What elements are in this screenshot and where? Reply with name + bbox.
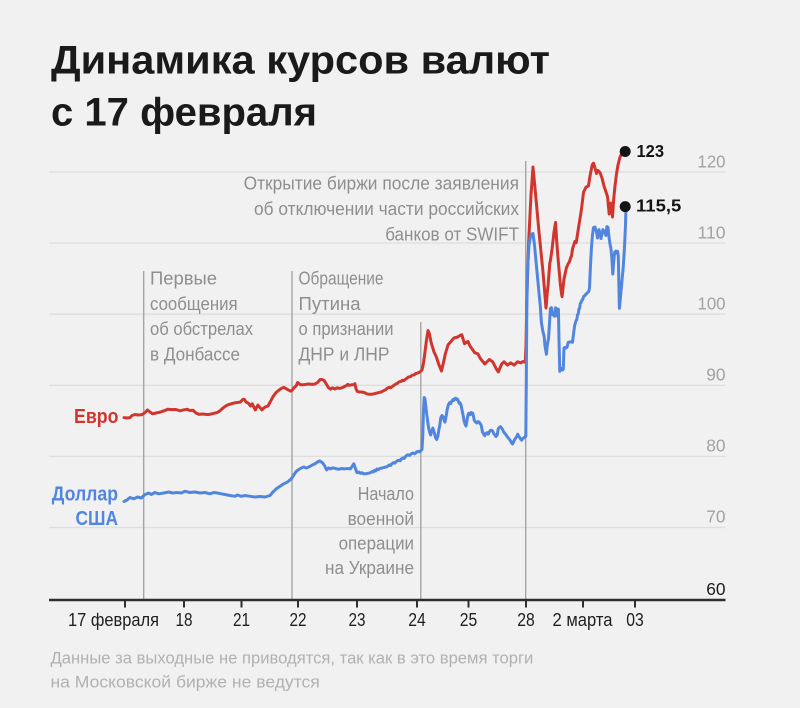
svg-text:на Московской бирже не ведутся: на Московской бирже не ведутся bbox=[51, 673, 320, 692]
svg-text:100: 100 bbox=[698, 293, 726, 313]
svg-text:110: 110 bbox=[698, 222, 726, 242]
svg-text:Данные за выходные не приводят: Данные за выходные не приводятся, так ка… bbox=[51, 649, 534, 668]
svg-text:03: 03 bbox=[626, 610, 644, 630]
svg-text:70: 70 bbox=[706, 507, 726, 527]
svg-text:в Донбассе: в Донбассе bbox=[150, 344, 240, 364]
svg-text:17 февраля: 17 февраля bbox=[68, 610, 159, 630]
svg-text:Обращение: Обращение bbox=[299, 269, 384, 289]
svg-text:операции: операции bbox=[339, 533, 414, 553]
svg-text:Доллар: Доллар bbox=[52, 484, 118, 506]
svg-text:военной: военной bbox=[348, 509, 414, 529]
svg-text:на Украине: на Украине bbox=[325, 558, 414, 578]
svg-text:24: 24 bbox=[408, 610, 426, 630]
svg-text:Открытие биржи после заявления: Открытие биржи после заявления bbox=[244, 174, 519, 194]
svg-text:банков от SWIFT: банков от SWIFT bbox=[385, 224, 519, 244]
svg-text:США: США bbox=[76, 508, 119, 530]
svg-text:21: 21 bbox=[233, 610, 250, 630]
svg-text:60: 60 bbox=[706, 579, 726, 599]
svg-text:22: 22 bbox=[290, 610, 307, 630]
svg-text:2 марта: 2 марта bbox=[553, 610, 614, 630]
svg-text:115,5: 115,5 bbox=[636, 195, 682, 215]
svg-text:с 17 февраля: с 17 февраля bbox=[51, 91, 317, 135]
svg-text:Начало: Начало bbox=[358, 484, 414, 504]
svg-text:Путина: Путина bbox=[299, 294, 362, 314]
svg-text:123: 123 bbox=[637, 141, 665, 161]
svg-text:90: 90 bbox=[706, 364, 726, 384]
svg-text:Евро: Евро bbox=[74, 406, 119, 428]
svg-text:23: 23 bbox=[349, 610, 366, 630]
svg-text:об обстрелах: об обстрелах bbox=[150, 319, 253, 339]
svg-text:ДНР и ЛНР: ДНР и ЛНР bbox=[299, 344, 390, 364]
svg-text:80: 80 bbox=[706, 435, 726, 455]
svg-text:Динамика курсов валют: Динамика курсов валют bbox=[51, 39, 550, 83]
svg-text:сообщения: сообщения bbox=[150, 294, 238, 314]
svg-text:о признании: о признании bbox=[299, 319, 394, 339]
svg-text:25: 25 bbox=[460, 610, 478, 630]
svg-text:Первые: Первые bbox=[150, 269, 217, 289]
svg-text:18: 18 bbox=[176, 610, 193, 630]
svg-text:об отключении части российских: об отключении части российских bbox=[254, 199, 519, 219]
svg-text:120: 120 bbox=[698, 151, 726, 171]
svg-text:28: 28 bbox=[517, 610, 535, 630]
